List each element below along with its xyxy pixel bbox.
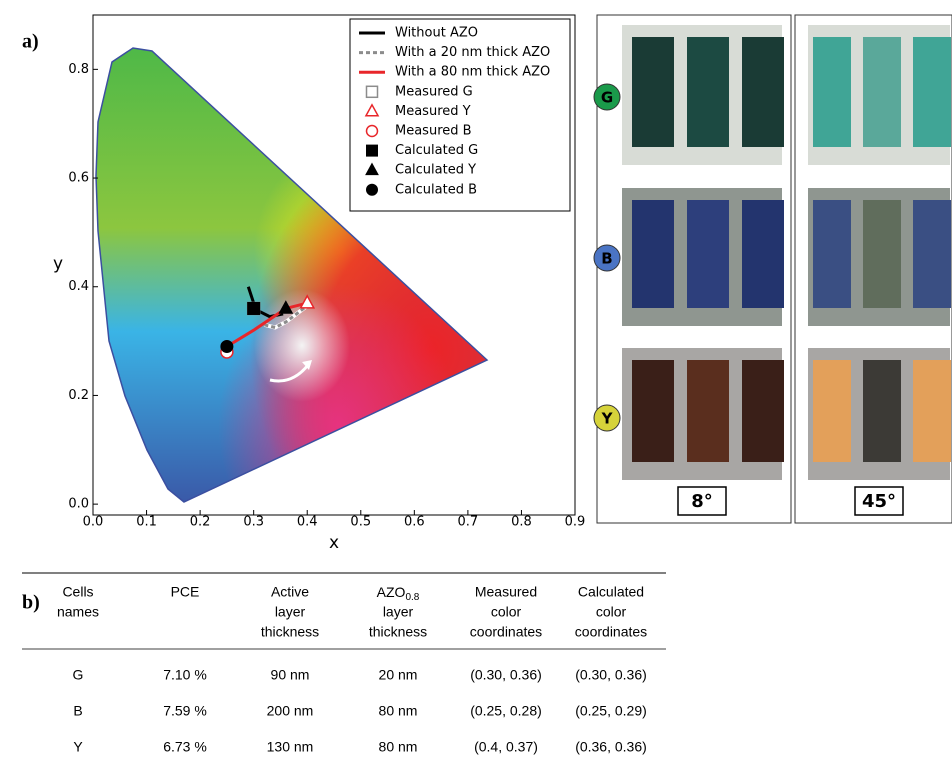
photo-stripe: [813, 37, 851, 147]
table-cell: B: [73, 703, 82, 719]
table-cell: (0.25, 0.28): [470, 703, 542, 719]
table-cell: 200 nm: [267, 703, 314, 719]
legend-label: Calculated Y: [395, 163, 476, 178]
y-tick-label: 0.0: [68, 497, 89, 512]
marker-circle: [367, 126, 378, 137]
legend-label: With a 80 nm thick AZO: [395, 65, 550, 80]
row-badge-label: Y: [601, 410, 614, 428]
x-tick-label: 0.8: [511, 515, 532, 530]
legend-label: Measured G: [395, 84, 473, 99]
table-cell: (0.30, 0.36): [575, 667, 647, 683]
table-cell: 80 nm: [379, 703, 418, 719]
x-tick-label: 0.3: [243, 515, 264, 530]
x-tick-label: 0.7: [458, 515, 479, 530]
x-tick-label: 0.1: [136, 515, 157, 530]
header-text: AZO: [377, 584, 406, 600]
photo-stripe: [632, 360, 674, 462]
legend-label: Calculated G: [395, 143, 478, 158]
photo-stripe: [863, 360, 901, 462]
table-header: Cells: [62, 584, 93, 600]
panel-label: b): [22, 592, 40, 614]
table-header: Calculated: [578, 584, 644, 600]
legend-label: With a 20 nm thick AZO: [395, 45, 550, 60]
marker-circle: [221, 341, 233, 353]
photo-stripe: [813, 360, 851, 462]
photo-stripe: [913, 360, 951, 462]
photo-stripe: [742, 200, 784, 308]
photo-stripe: [913, 200, 951, 308]
y-tick-label: 0.2: [68, 388, 89, 403]
table-cell: 7.10 %: [163, 667, 207, 683]
x-axis-label: x: [329, 533, 339, 553]
row-badge-label: G: [601, 89, 613, 107]
photo-stripe: [632, 37, 674, 147]
marker-square: [367, 86, 378, 97]
table-header: layer: [275, 604, 306, 620]
table-header: layer: [383, 604, 414, 620]
y-tick-label: 0.6: [68, 171, 89, 186]
photo-stripe: [863, 37, 901, 147]
photo-stripe: [632, 200, 674, 308]
table-header: PCE: [171, 584, 200, 600]
table-header: names: [57, 604, 99, 620]
table-cell: (0.36, 0.36): [575, 739, 647, 755]
marker-square: [367, 145, 378, 156]
photo-stripe: [687, 360, 729, 462]
table-header: color: [596, 604, 627, 620]
table-header: Active: [271, 584, 309, 600]
x-tick-label: 0.9: [565, 515, 586, 530]
photo-stripe: [687, 200, 729, 308]
photo-stripe: [863, 200, 901, 308]
table-cell: 6.73 %: [163, 739, 207, 755]
angle-label: 8°: [691, 491, 713, 512]
x-tick-label: 0.5: [350, 515, 371, 530]
photo-stripe: [687, 37, 729, 147]
table-cell: (0.4, 0.37): [474, 739, 538, 755]
table-header: coordinates: [575, 624, 647, 640]
table-header: thickness: [369, 624, 427, 640]
photo-stripe: [742, 360, 784, 462]
table-cell: (0.25, 0.29): [575, 703, 647, 719]
table-header: AZO0.8: [377, 584, 420, 603]
table-cell: 7.59 %: [163, 703, 207, 719]
photo-stripe: [913, 37, 951, 147]
x-tick-label: 0.0: [83, 515, 104, 530]
legend-label: Measured B: [395, 124, 472, 139]
table-cell: (0.30, 0.36): [470, 667, 542, 683]
table-cell: 130 nm: [267, 739, 314, 755]
legend-label: Measured Y: [395, 104, 471, 119]
panel-label: a): [22, 31, 39, 53]
angle-label: 45°: [862, 491, 896, 512]
legend-label: Without AZO: [395, 26, 478, 41]
x-tick-label: 0.2: [190, 515, 211, 530]
x-tick-label: 0.6: [404, 515, 425, 530]
y-tick-label: 0.4: [68, 279, 89, 294]
table-header: thickness: [261, 624, 319, 640]
table-cell: 20 nm: [379, 667, 418, 683]
table-cell: Y: [73, 739, 83, 755]
table-cell: G: [73, 667, 84, 683]
y-axis-label: y: [53, 254, 63, 274]
y-tick-label: 0.8: [68, 62, 89, 77]
marker-circle: [367, 184, 378, 195]
x-tick-label: 0.4: [297, 515, 318, 530]
figure: a) b) x y 0.0 0.1 0.2 0.3 0.4 0.5 0.6 0.7 0.8 0.9…: [0, 0, 952, 760]
table-header: Measured: [475, 584, 537, 600]
header-subscript: 0.8: [405, 592, 419, 603]
table-cell: 90 nm: [271, 667, 310, 683]
row-badge-label: B: [601, 250, 612, 268]
table-header: color: [491, 604, 522, 620]
table-cell: 80 nm: [379, 739, 418, 755]
photo-stripe: [813, 200, 851, 308]
legend-label: Calculated B: [395, 182, 477, 197]
photo-stripe: [742, 37, 784, 147]
table-header: coordinates: [470, 624, 542, 640]
marker-square: [248, 302, 260, 314]
